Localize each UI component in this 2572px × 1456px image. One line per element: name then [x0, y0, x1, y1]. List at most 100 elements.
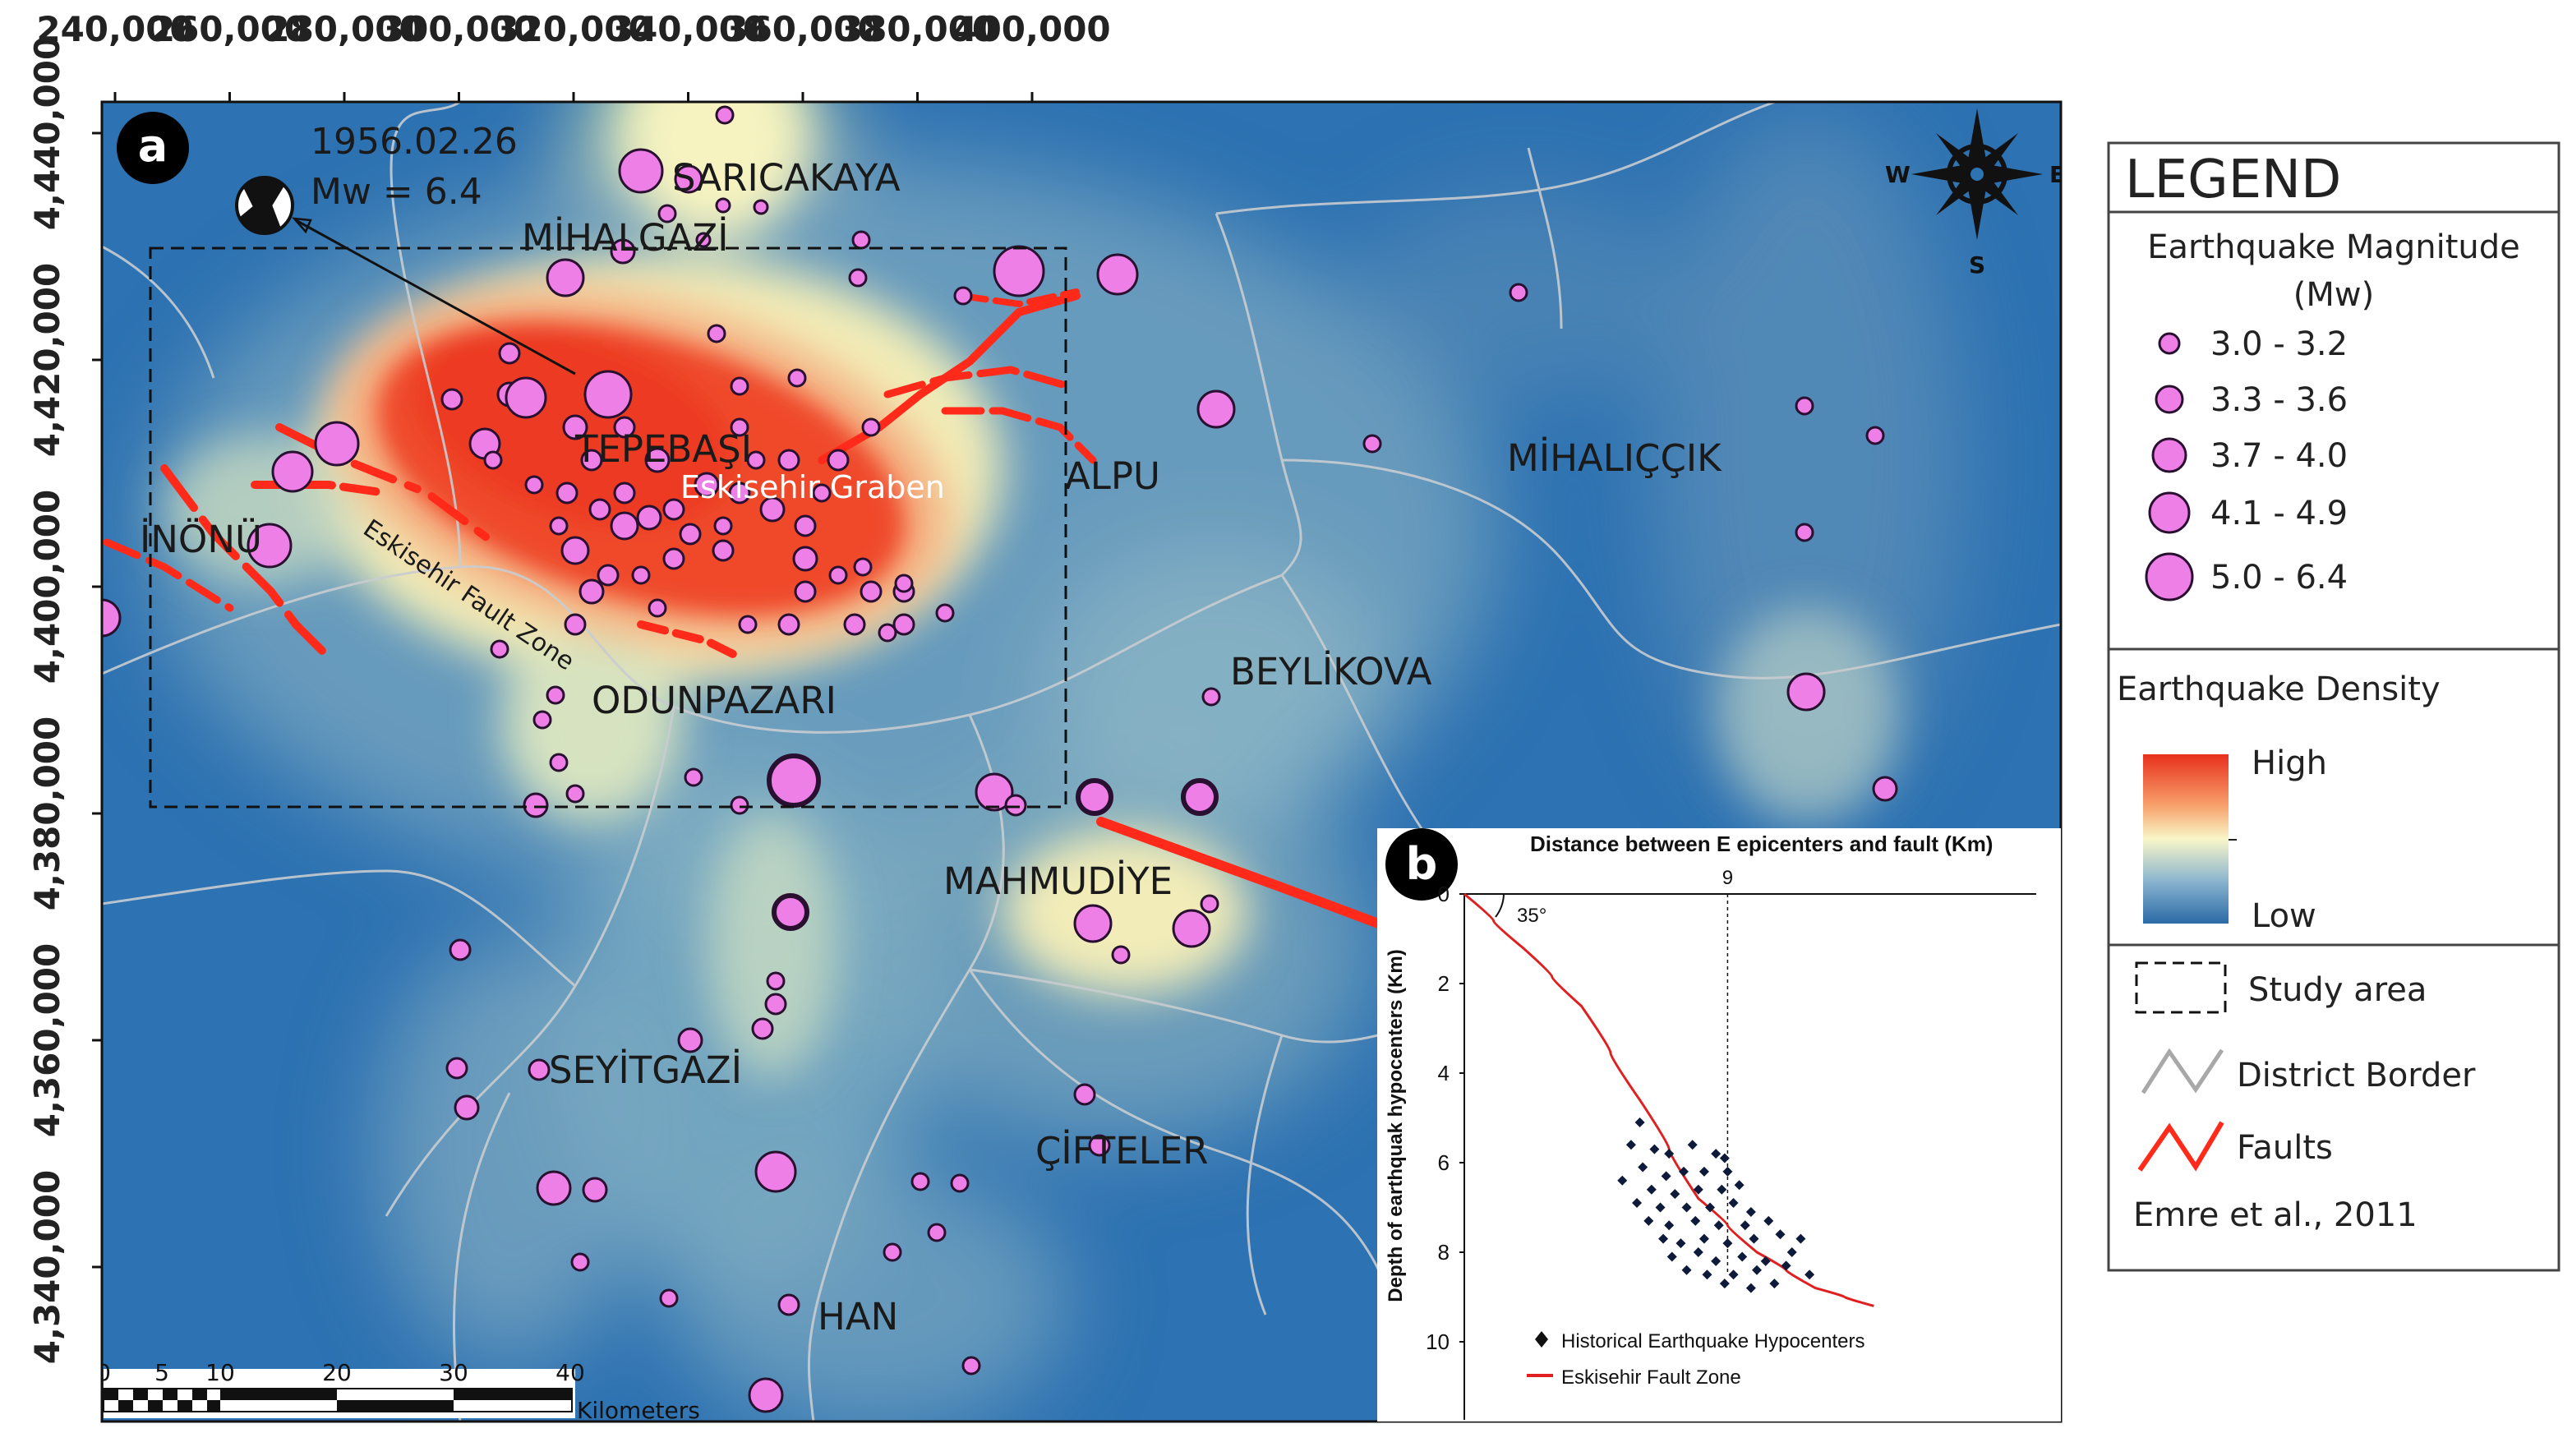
epicenter-marker: [1076, 778, 1113, 816]
hypocenter-point: [1745, 1283, 1756, 1293]
legend-study-area-label: Study area: [2248, 971, 2427, 1009]
place-label: İNÖNÜ: [140, 518, 262, 561]
legend-magnitude-symbol: [2145, 552, 2194, 601]
epicenter-marker: [1096, 253, 1139, 296]
left-axis-label: 4,400,000: [27, 490, 67, 684]
inset-legend-diamond: [1535, 1331, 1548, 1348]
epicenter-marker: [892, 613, 915, 636]
hypocenter-point: [1675, 1238, 1686, 1249]
hypocenter-point: [1670, 1189, 1680, 1200]
legend-magnitude-label: 5.0 - 6.4: [2210, 559, 2348, 597]
hypocenter-point: [1693, 1184, 1703, 1195]
epicenter-marker: [878, 623, 897, 643]
hypocenter-point: [1745, 1206, 1756, 1217]
epicenter-marker: [613, 481, 636, 505]
inset-angle-arc: [1495, 893, 1505, 918]
legend-density-ramp: [2143, 754, 2229, 924]
legend-density-high: High: [2252, 744, 2327, 782]
scale-tick-label: 5: [154, 1359, 169, 1386]
hypocenter-point: [1617, 1175, 1628, 1186]
hypocenter-point: [1722, 1166, 1733, 1177]
graben-label: Eskisehir Graben: [680, 469, 945, 505]
map-border: [100, 100, 2063, 1423]
compass-west: W: [1885, 161, 1911, 188]
epicenter-marker: [102, 598, 122, 638]
epicenter-marker: [546, 258, 585, 297]
epicenter-marker: [636, 505, 662, 531]
epicenter-marker: [738, 615, 758, 634]
top-axis-label: 260,000: [151, 9, 308, 49]
hypocenter-point: [1646, 1184, 1657, 1195]
epicenter-marker: [694, 472, 720, 498]
epicenter-marker: [759, 496, 786, 523]
hypocenter-point: [1805, 1269, 1815, 1280]
top-axis: 240,000260,000280,000300,000320,000340,0…: [36, 9, 1111, 102]
place-label: TEPEBAŞI: [574, 427, 752, 471]
hypocenter-point: [1632, 1198, 1643, 1209]
study-area-box: [149, 247, 1067, 809]
epicenter-marker: [767, 753, 821, 808]
epicenter-marker: [730, 417, 749, 437]
event-pointer-line: [295, 219, 576, 376]
legend-magnitude-title: Earthquake Magnitude: [2147, 228, 2520, 266]
epicenter-marker: [713, 516, 733, 536]
epicenter-marker: [578, 578, 605, 605]
epicenter-marker: [730, 795, 749, 815]
inset-chart-panel: Distance between E epicenters and fault …: [1377, 828, 2061, 1421]
legend-density-low: Low: [2252, 897, 2316, 935]
epicenter-marker: [1786, 672, 1826, 712]
inset-marker-label: 9: [1722, 867, 1733, 889]
hypocenter-point: [1722, 1238, 1733, 1249]
hypocenter-point: [1625, 1140, 1636, 1150]
epicenter-marker: [883, 1242, 902, 1262]
inset-background: [1377, 828, 2061, 1421]
epicenter-marker: [1073, 904, 1113, 943]
epicenter-marker: [532, 710, 552, 730]
epicenter-marker: [498, 342, 521, 365]
hypocenter-point: [1661, 1171, 1671, 1182]
hypocenter-point: [1711, 1256, 1722, 1266]
epicenter-marker: [730, 376, 749, 396]
epicenter-marker: [1004, 794, 1027, 817]
epicenter-marker: [843, 613, 866, 636]
inset-y-tick-label: 8: [1438, 1240, 1450, 1265]
legend-magnitude-symbol: [2148, 491, 2191, 534]
epicenter-marker: [505, 376, 547, 419]
hypocenter-point: [1687, 1140, 1698, 1150]
top-axis-label: 300,000: [380, 9, 537, 49]
epicenter-marker: [828, 565, 848, 585]
panel-a-badge: [117, 112, 189, 184]
left-axis-label: 4,380,000: [27, 716, 67, 910]
top-axis-label: 340,000: [610, 9, 767, 49]
epicenter-marker: [766, 971, 786, 991]
epicenter-marker: [588, 498, 611, 521]
legend-source: Emre et al., 2011: [2133, 1196, 2418, 1234]
place-label: MAHMUDİYE: [943, 859, 1173, 903]
legend-fault-label: Faults: [2237, 1129, 2333, 1167]
inset-y-tick-label: 2: [1438, 971, 1450, 996]
scale-tick-label: 30: [439, 1359, 468, 1386]
hypocenter-point: [1679, 1166, 1689, 1177]
epicenter-marker: [848, 268, 868, 288]
legend-fault-swatch: [2137, 1121, 2224, 1172]
hypocenter-point: [1693, 1247, 1703, 1257]
epicenter-marker: [582, 1177, 608, 1203]
epicenter-marker: [695, 232, 712, 248]
epicenter-marker: [961, 1356, 981, 1375]
epicenter-marker: [1509, 283, 1528, 302]
epicenter-marker: [1088, 1134, 1111, 1157]
left-axis-label: 4,440,000: [27, 36, 67, 230]
epicenter-marker: [861, 417, 881, 437]
epicenter-marker: [679, 523, 702, 546]
hypocenter-point: [1717, 1184, 1727, 1195]
compass-east: E: [2049, 161, 2065, 188]
epicenter-marker: [546, 685, 565, 705]
epicenter-marker: [753, 199, 769, 215]
epicenter-marker: [583, 370, 633, 419]
panel-b-letter: b: [1406, 838, 1438, 890]
hypocenter-point: [1740, 1220, 1750, 1231]
epicenter-marker: [618, 148, 664, 194]
legend-magnitude-label: 3.3 - 3.6: [2210, 381, 2348, 419]
scale-tick-label: 40: [555, 1359, 585, 1386]
top-axis-label: 400,000: [953, 9, 1110, 49]
